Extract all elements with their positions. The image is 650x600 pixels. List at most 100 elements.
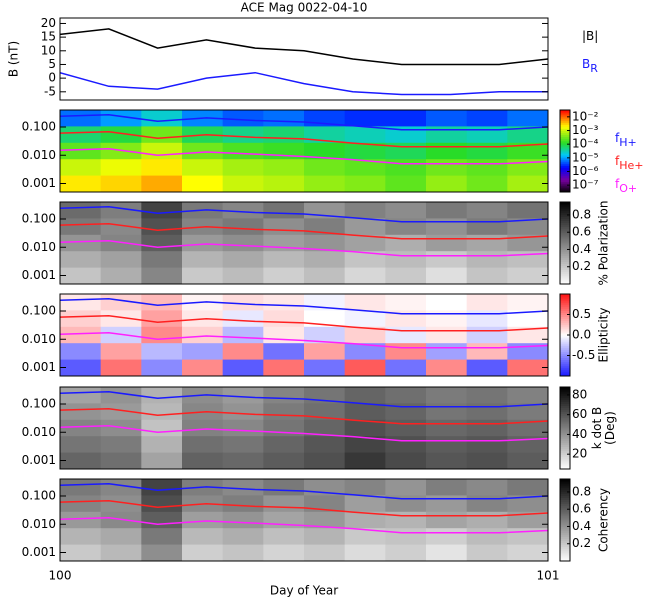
colorbar-step bbox=[560, 183, 570, 187]
colorbar-step bbox=[560, 351, 570, 354]
colorbar-step bbox=[560, 253, 570, 256]
colorbar-tick-label: 0.5 bbox=[572, 307, 591, 321]
spectrogram-cell bbox=[141, 479, 183, 496]
spectrogram-cell bbox=[60, 251, 102, 269]
panel-frame bbox=[59, 478, 549, 562]
spectrogram-cell bbox=[466, 110, 508, 127]
colorbar-step bbox=[560, 157, 570, 160]
colorbar-step bbox=[560, 112, 570, 115]
spectrogram-cell bbox=[344, 528, 386, 546]
spectrogram-cell bbox=[426, 387, 468, 404]
colorbar-step bbox=[560, 261, 570, 264]
colorbar-step bbox=[560, 428, 570, 431]
spectrogram-cell bbox=[426, 495, 468, 513]
spectrogram-cell bbox=[507, 544, 548, 561]
y-tick-label: 0.001 bbox=[22, 360, 56, 374]
series-line bbox=[60, 424, 548, 442]
spectrogram-cell bbox=[263, 294, 305, 311]
spectrogram-cell bbox=[222, 528, 264, 546]
spectrogram-cell bbox=[60, 495, 102, 513]
spectrogram-cell bbox=[60, 175, 102, 192]
colorbar-step bbox=[560, 140, 570, 144]
colorbar-step bbox=[560, 371, 570, 375]
colorbar-step bbox=[560, 389, 570, 392]
series-line bbox=[60, 331, 548, 349]
legend-name: f bbox=[615, 154, 620, 168]
spectrogram-cell bbox=[141, 544, 183, 561]
spectrogram-cell bbox=[100, 234, 142, 252]
spectrogram-cell bbox=[507, 511, 548, 529]
spectrogram-cell bbox=[60, 159, 102, 177]
spectrogram-cell bbox=[222, 387, 264, 404]
colorbar-step bbox=[560, 499, 570, 503]
spectrogram-cell bbox=[466, 251, 508, 269]
colorbar-step bbox=[560, 116, 570, 119]
spectrogram-cell bbox=[182, 419, 224, 437]
spectrogram-cell bbox=[385, 218, 427, 236]
spectrogram-cell bbox=[344, 175, 386, 192]
colorbar-step bbox=[560, 444, 570, 447]
colorbar-step bbox=[560, 505, 570, 509]
legend-label: BR bbox=[582, 57, 598, 76]
colorbar-step bbox=[560, 513, 570, 517]
colorbar-step bbox=[560, 273, 570, 277]
series-line bbox=[60, 239, 548, 257]
colorbar-step bbox=[560, 298, 570, 301]
colorbar-step bbox=[560, 236, 570, 240]
colorbar-step bbox=[560, 387, 570, 390]
spectrogram-cell bbox=[60, 528, 102, 546]
colorbar-label: k dot B bbox=[590, 407, 604, 449]
spectrogram-cell bbox=[426, 544, 468, 561]
spectrogram-cell bbox=[141, 403, 183, 421]
spectrogram-cell bbox=[141, 528, 183, 546]
colorbar-step bbox=[560, 345, 570, 348]
spectrogram-cell bbox=[426, 110, 468, 127]
colorbar-step bbox=[560, 411, 570, 415]
spectrogram-cell bbox=[222, 359, 264, 376]
colorbar-step bbox=[560, 118, 570, 121]
spectrogram-cell bbox=[426, 343, 468, 361]
spectrogram-cell bbox=[466, 544, 508, 561]
spectrogram-cell bbox=[344, 126, 386, 144]
colorbar-step bbox=[560, 206, 570, 209]
colorbar-step bbox=[560, 515, 570, 519]
spectrogram-cell bbox=[304, 142, 346, 160]
spectrogram-cell bbox=[263, 343, 305, 361]
spectrogram-cell bbox=[304, 359, 346, 376]
colorbar-step bbox=[560, 436, 570, 439]
spectrogram-cell bbox=[100, 267, 142, 284]
series-line bbox=[60, 314, 548, 332]
spectrogram-cell bbox=[263, 110, 305, 127]
colorbar-step bbox=[560, 440, 570, 443]
plot-area bbox=[60, 479, 548, 561]
series-line bbox=[60, 71, 548, 96]
colorbar-label: Ellipticity bbox=[597, 308, 611, 363]
spectrogram-cell bbox=[263, 511, 305, 529]
spectrogram-cell bbox=[466, 495, 508, 513]
colorbar-step bbox=[560, 151, 570, 154]
colorbar-tick-label: 60 bbox=[572, 407, 587, 421]
colorbar-step bbox=[560, 359, 570, 363]
colorbar-step bbox=[560, 558, 570, 562]
spectrogram-cell bbox=[222, 495, 264, 513]
legend-name: B bbox=[582, 57, 590, 71]
colorbar-step bbox=[560, 128, 570, 131]
spectrogram-cell bbox=[141, 436, 183, 454]
colorbar-tick-label: 10⁻⁷ bbox=[572, 178, 599, 192]
colorbar-step bbox=[560, 357, 570, 361]
spectrogram-cell bbox=[263, 479, 305, 496]
spectrogram-cell bbox=[263, 387, 305, 404]
colorbar-step bbox=[560, 185, 570, 189]
spectrogram-cell bbox=[263, 142, 305, 160]
spectrogram-cell bbox=[466, 326, 508, 344]
spectrogram-cell bbox=[141, 343, 183, 361]
colorbar-tick-label: -0.5 bbox=[572, 348, 595, 362]
spectrogram-cell bbox=[141, 310, 183, 328]
colorbar-step bbox=[560, 204, 570, 207]
spectrogram-cell bbox=[263, 234, 305, 252]
colorbar-step bbox=[560, 173, 570, 177]
colorbar-step bbox=[560, 181, 570, 185]
spectrogram-cell bbox=[100, 544, 142, 561]
spectrogram-cell bbox=[385, 359, 427, 376]
